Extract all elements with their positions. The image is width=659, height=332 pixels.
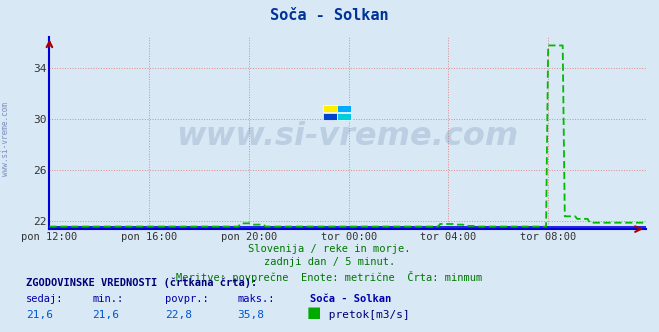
Text: 35,8: 35,8	[237, 310, 264, 320]
Text: min.:: min.:	[92, 294, 123, 304]
Text: povpr.:: povpr.:	[165, 294, 208, 304]
Text: Soča - Solkan: Soča - Solkan	[310, 294, 391, 304]
Text: Meritve: povprečne  Enote: metrične  Črta: minmum: Meritve: povprečne Enote: metrične Črta:…	[177, 271, 482, 283]
Text: 21,6: 21,6	[26, 310, 53, 320]
Text: ZGODOVINSKE VREDNOSTI (črtkana črta):: ZGODOVINSKE VREDNOSTI (črtkana črta):	[26, 278, 258, 288]
Text: www.si-vreme.com: www.si-vreme.com	[1, 103, 10, 176]
Text: Soča - Solkan: Soča - Solkan	[270, 8, 389, 23]
Text: www.si-vreme.com: www.si-vreme.com	[177, 121, 519, 152]
Text: pretok[m3/s]: pretok[m3/s]	[322, 310, 410, 320]
Text: ■: ■	[306, 305, 321, 320]
Text: maks.:: maks.:	[237, 294, 275, 304]
Text: 22,8: 22,8	[165, 310, 192, 320]
Text: sedaj:: sedaj:	[26, 294, 64, 304]
Text: 21,6: 21,6	[92, 310, 119, 320]
Text: Slovenija / reke in morje.: Slovenija / reke in morje.	[248, 244, 411, 254]
Text: zadnji dan / 5 minut.: zadnji dan / 5 minut.	[264, 257, 395, 267]
